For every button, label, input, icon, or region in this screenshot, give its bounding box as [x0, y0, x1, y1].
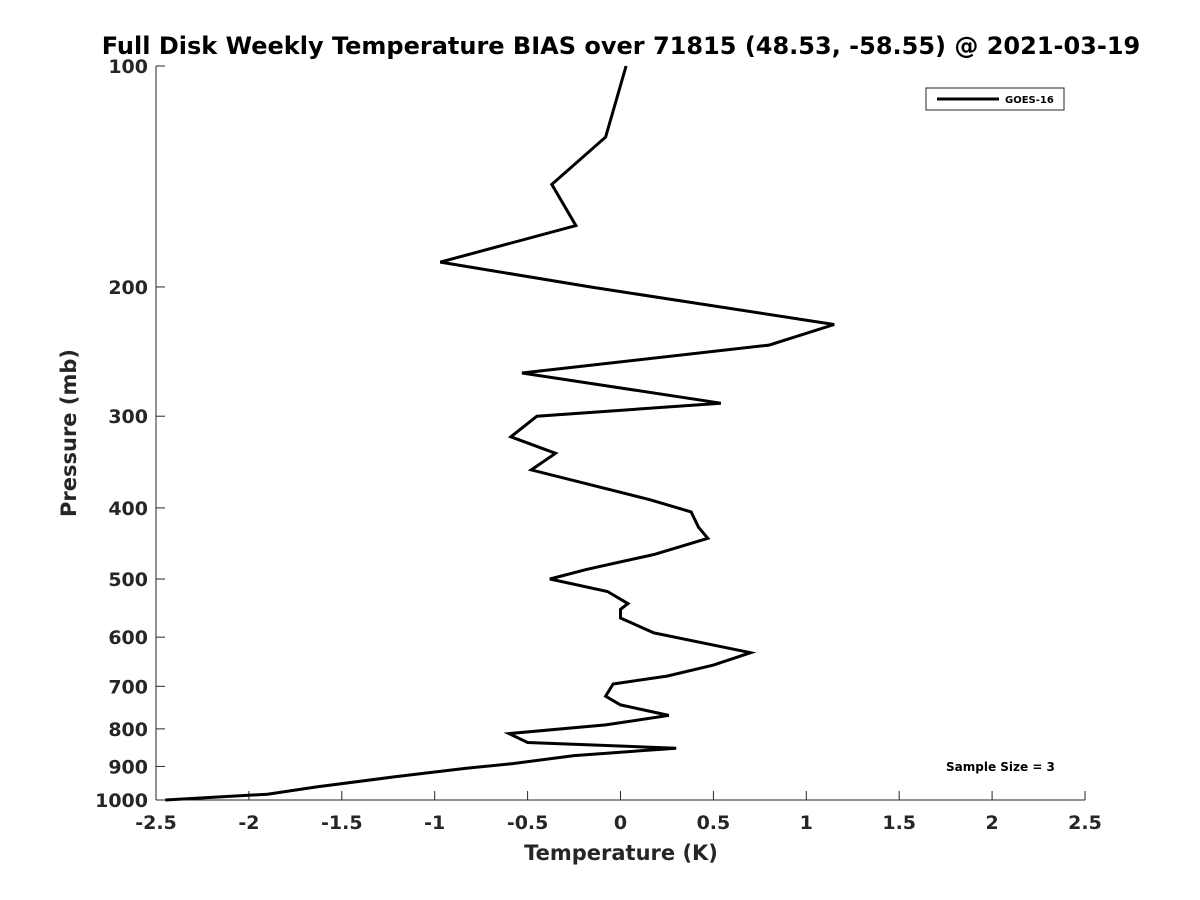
series-line-goes-16: [165, 65, 835, 802]
legend-label-goes-16: GOES-16: [1005, 95, 1054, 106]
y-tick-label: 100: [108, 56, 148, 78]
chart-title: Full Disk Weekly Temperature BIAS over 7…: [102, 32, 1141, 60]
sample-size-annotation: Sample Size = 3: [946, 760, 1055, 774]
y-tick-label: 300: [108, 406, 148, 428]
x-axis-label: Temperature (K): [524, 841, 718, 865]
x-tick-label: -2.5: [135, 812, 177, 834]
series-group: [165, 65, 835, 802]
x-ticks: -2.5 -2 -1.5 -1 -0.5 0 0.5 1 1.5 2 2.5: [135, 791, 1102, 834]
x-tick-label: 0: [614, 812, 627, 834]
y-tick-label: 900: [108, 756, 148, 778]
x-tick-label: -1.5: [321, 812, 363, 834]
y-tick-label: 700: [108, 676, 148, 698]
y-tick-label: 800: [108, 719, 148, 741]
x-tick-label: 1: [800, 812, 813, 834]
x-tick-label: 2: [985, 812, 998, 834]
x-tick-label: 0.5: [697, 812, 731, 834]
y-tick-label: 1000: [95, 790, 148, 812]
y-tick-label: 200: [108, 277, 148, 299]
x-tick-label: -0.5: [507, 812, 549, 834]
x-tick-label: 2.5: [1068, 812, 1102, 834]
y-tick-label: 400: [108, 498, 148, 520]
legend: GOES-16: [925, 87, 1065, 111]
y-axis-label: Pressure (mb): [57, 349, 81, 517]
y-tick-label: 600: [108, 627, 148, 649]
y-tick-label: 500: [108, 569, 148, 591]
x-tick-label: -2: [238, 812, 259, 834]
x-tick-label: 1.5: [882, 812, 916, 834]
y-ticks: 100 200 300 400 500 600 700 800 900 1000: [95, 56, 165, 812]
x-tick-label: -1: [424, 812, 445, 834]
